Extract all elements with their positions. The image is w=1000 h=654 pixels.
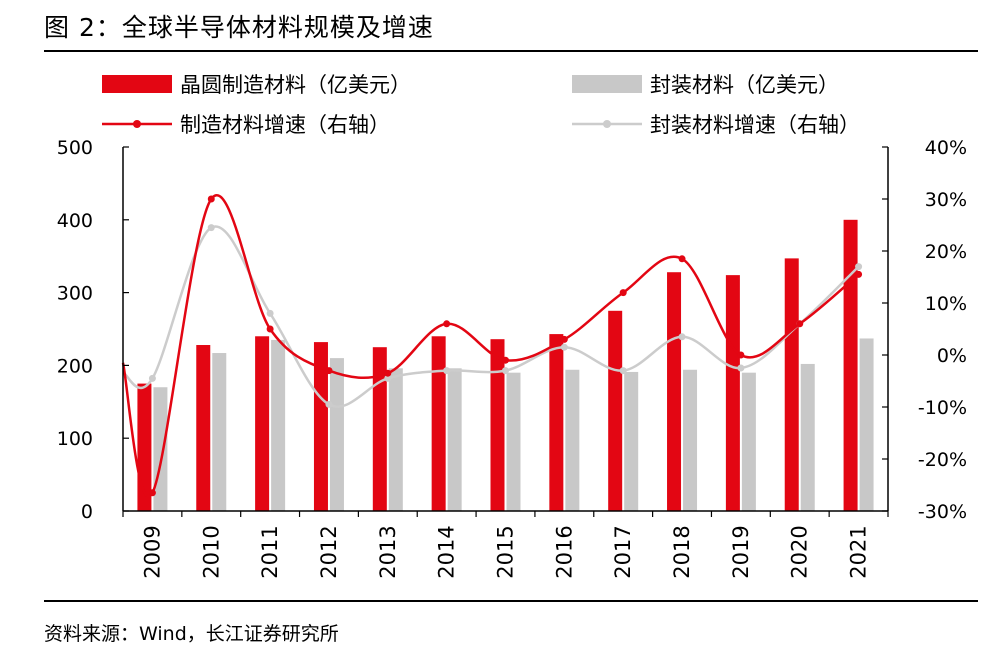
manufacturing-growth-point: [796, 320, 804, 328]
manufacturing-growth-point: [325, 367, 333, 375]
legend-packaging-material-label: 封装材料（亿美元）: [650, 73, 839, 97]
x-tick-label: 2013: [376, 525, 400, 578]
wafer-material-bar: [784, 258, 799, 511]
x-tick-label: 2010: [199, 525, 223, 578]
packaging-growth-point: [737, 364, 745, 372]
line-series: [121, 194, 863, 498]
legend-packaging-growth-label: 封装材料增速（右轴）: [650, 113, 860, 137]
manufacturing-growth-line: [121, 194, 860, 498]
wafer-material-bar: [490, 339, 505, 511]
source-divider: [44, 600, 978, 602]
figure-title: 图 2：全球半导体材料规模及增速: [44, 13, 434, 42]
legend-manufacturing-growth-label: 制造材料增速（右轴）: [180, 113, 390, 137]
x-tick-label: 2021: [847, 525, 871, 578]
x-tick-label: 2019: [729, 525, 753, 578]
packaging-material-bar: [859, 338, 874, 511]
wafer-material-bar: [431, 336, 446, 511]
left-tick-label: 300: [57, 283, 93, 305]
packaging-growth-point: [855, 263, 863, 271]
packaging-material-bar: [741, 372, 756, 511]
packaging-growth-point: [266, 309, 274, 317]
packaging-growth-point: [384, 374, 392, 382]
right-tick-label: 10%: [925, 293, 967, 315]
x-tick-label: 2009: [140, 525, 164, 578]
bar-series: [137, 219, 874, 512]
x-tick-label: 2012: [317, 525, 341, 578]
title-divider: [44, 50, 978, 52]
packaging-material-bar: [800, 363, 815, 511]
wafer-material-bar: [667, 272, 682, 511]
right-tick-label: 40%: [925, 137, 967, 159]
x-tick-label: 2020: [788, 525, 812, 578]
x-tick-label: 2015: [494, 525, 518, 578]
left-tick-label: 0: [81, 501, 93, 523]
x-tick-label: 2014: [435, 525, 459, 578]
growth-chart: 晶圆制造材料（亿美元） 封装材料（亿美元） 制造材料增速（右轴） 封装材料增速（右轴）…: [57, 73, 967, 579]
right-tick-label: 20%: [925, 241, 967, 263]
legend-packaging-growth-marker: [603, 120, 611, 128]
packaging-growth-point: [148, 374, 156, 382]
left-tick-label: 200: [57, 355, 93, 377]
chart-axes: 0 100 200 300 400 500 -30% -20% -10% 0% 10% 20% 30% 4…: [57, 137, 967, 579]
right-tick-label: 30%: [925, 189, 967, 211]
right-tick-label: 0%: [937, 345, 967, 367]
packaging-material-bar: [447, 368, 462, 511]
wafer-material-bar: [372, 347, 387, 511]
left-tick-label: 400: [57, 210, 93, 232]
packaging-growth-point: [207, 224, 215, 232]
manufacturing-growth-point: [737, 351, 745, 359]
packaging-growth-point: [619, 367, 627, 375]
packaging-growth-point: [560, 343, 568, 351]
manufacturing-growth-point: [266, 325, 274, 333]
manufacturing-growth-point: [207, 195, 215, 203]
manufacturing-growth-point: [855, 270, 863, 278]
x-tick-label: 2017: [611, 525, 635, 578]
wafer-material-bar: [196, 345, 211, 511]
packaging-material-bar: [271, 339, 286, 511]
manufacturing-growth-point: [148, 489, 156, 497]
legend-packaging-material-swatch: [572, 75, 642, 93]
legend-wafer-material-label: 晶圆制造材料（亿美元）: [180, 73, 411, 97]
packaging-growth-point: [678, 333, 686, 341]
x-tick-label: 2018: [670, 525, 694, 578]
packaging-material-bar: [624, 371, 639, 511]
manufacturing-growth-point: [502, 356, 509, 364]
wafer-material-bar: [255, 336, 270, 511]
manufacturing-growth-point: [384, 369, 392, 377]
manufacturing-growth-point: [443, 320, 451, 328]
wafer-material-bar: [549, 334, 564, 511]
chart-legend: 晶圆制造材料（亿美元） 封装材料（亿美元） 制造材料增速（右轴） 封装材料增速（右轴）: [102, 73, 860, 137]
manufacturing-growth-point: [560, 335, 568, 343]
wafer-material-bar: [313, 342, 328, 511]
figure-source: 资料来源：Wind，长江证券研究所: [44, 623, 339, 645]
left-tick-label: 500: [57, 137, 93, 159]
manufacturing-growth-point: [619, 289, 627, 297]
packaging-growth-point: [325, 400, 333, 408]
packaging-material-bar: [565, 369, 580, 511]
packaging-material-bar: [212, 353, 227, 511]
wafer-material-bar: [608, 310, 623, 511]
packaging-material-bar: [506, 372, 521, 511]
x-tick-label: 2016: [552, 525, 576, 578]
right-tick-label: -10%: [918, 397, 967, 419]
packaging-material-bar: [388, 368, 403, 511]
x-tick-label: 2011: [258, 525, 282, 578]
packaging-growth-point: [502, 367, 509, 375]
wafer-material-bar: [843, 219, 858, 512]
packaging-material-bar: [329, 358, 344, 511]
left-tick-label: 100: [57, 428, 93, 450]
manufacturing-growth-point: [678, 255, 686, 263]
legend-wafer-material-swatch: [102, 75, 172, 93]
right-tick-label: -30%: [918, 501, 967, 523]
legend-manufacturing-growth-marker: [133, 120, 141, 128]
packaging-material-bar: [683, 369, 698, 511]
packaging-growth-point: [443, 367, 451, 375]
wafer-material-bar: [725, 275, 740, 511]
right-tick-label: -20%: [918, 449, 967, 471]
